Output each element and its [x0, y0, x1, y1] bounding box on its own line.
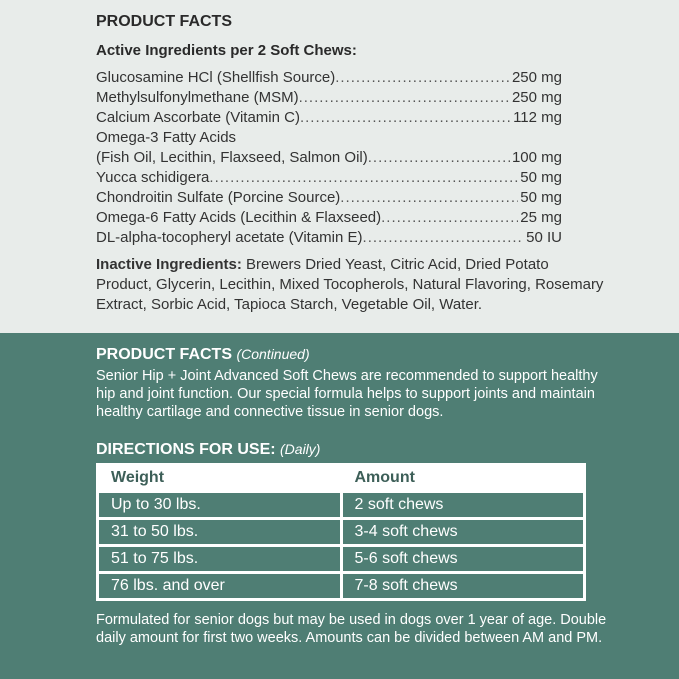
header-weight: Weight	[99, 466, 340, 490]
ingredient-row: (Fish Oil, Lecithin, Flaxseed, Salmon Oi…	[96, 148, 562, 168]
ingredient-name: Omega-6 Fatty Acids (Lecithin & Flaxseed…	[96, 209, 382, 226]
dot-leader	[381, 208, 518, 228]
amount-cell: 5-6 soft chews	[342, 547, 583, 571]
ingredient-row: Omega-3 Fatty Acids	[96, 128, 562, 148]
dot-leader	[300, 108, 511, 128]
ingredient-name: Chondroitin Sulfate (Porcine Source)	[96, 189, 341, 206]
active-ingredients-title: Active Ingredients per 2 Soft Chews:	[96, 42, 357, 59]
dot-leader	[335, 68, 510, 88]
directions-note: (Daily)	[280, 441, 321, 457]
ingredient-amount: 100 mg	[511, 149, 562, 166]
ingredient-row: Methylsulfonylmethane (MSM) 250 mg	[96, 88, 562, 108]
dosage-table: Weight Amount Up to 30 lbs. 2 soft chews …	[96, 463, 586, 601]
ingredient-name: (Fish Oil, Lecithin, Flaxseed, Salmon Oi…	[96, 149, 368, 166]
continued-note: (Continued)	[236, 346, 310, 362]
directions-title-text: DIRECTIONS FOR USE:	[96, 441, 276, 458]
ingredient-amount: 250 mg	[511, 89, 562, 106]
header-amount: Amount	[342, 466, 583, 490]
inactive-label: Inactive Ingredients:	[96, 256, 242, 273]
amount-cell: 3-4 soft chews	[342, 520, 583, 544]
product-facts-section: PRODUCT FACTS Active Ingredients per 2 S…	[0, 0, 679, 333]
ingredient-row: Glucosamine HCl (Shellfish Source) 250 mg	[96, 68, 562, 88]
continued-title: PRODUCT FACTS (Continued)	[96, 346, 310, 364]
ingredient-name: Yucca schidigera	[96, 169, 210, 186]
ingredient-amount: 50 mg	[520, 189, 562, 206]
dot-leader	[363, 228, 525, 248]
directions-footer: Formulated for senior dogs but may be us…	[96, 612, 607, 646]
ingredient-amount: 50 mg	[520, 169, 562, 186]
ingredient-name: Omega-3 Fatty Acids	[96, 129, 237, 146]
product-facts-title: PRODUCT FACTS	[96, 13, 232, 30]
weight-cell: Up to 30 lbs.	[99, 493, 340, 517]
dot-leader	[340, 188, 518, 208]
table-row: Up to 30 lbs. 2 soft chews	[99, 493, 583, 517]
ingredient-name: Methylsulfonylmethane (MSM)	[96, 89, 299, 106]
ingredient-amount: 250 mg	[511, 69, 562, 86]
ingredient-amount: 25 mg	[520, 209, 562, 226]
amount-cell: 7-8 soft chews	[342, 574, 583, 598]
weight-cell: 51 to 75 lbs.	[99, 547, 340, 571]
ingredient-row: Calcium Ascorbate (Vitamin C) 112 mg	[96, 108, 562, 128]
ingredient-row: Chondroitin Sulfate (Porcine Source) 50 m…	[96, 188, 562, 208]
continued-title-text: PRODUCT FACTS	[96, 346, 232, 363]
ingredient-name: DL-alpha-tocopheryl acetate (Vitamin E)	[96, 229, 363, 246]
ingredient-name: Calcium Ascorbate (Vitamin C)	[96, 109, 300, 126]
ingredient-row: DL-alpha-tocopheryl acetate (Vitamin E) 5…	[96, 228, 562, 248]
continued-description: Senior Hip + Joint Advanced Soft Chews a…	[96, 368, 598, 420]
ingredient-name: Glucosamine HCl (Shellfish Source)	[96, 69, 336, 86]
ingredient-amount: 50 IU	[526, 229, 562, 246]
weight-cell: 31 to 50 lbs.	[99, 520, 340, 544]
ingredient-amount: 112 mg	[513, 109, 562, 126]
inactive-ingredients: Inactive Ingredients: Brewers Dried Yeas…	[96, 255, 606, 315]
dot-leader	[209, 168, 518, 188]
inactive-text: Brewers Dried Yeast, Citric Acid, Dried …	[96, 256, 604, 313]
directions-section: PRODUCT FACTS (Continued) Senior Hip + J…	[0, 333, 679, 679]
weight-cell: 76 lbs. and over	[99, 574, 340, 598]
table-row: 76 lbs. and over 7-8 soft chews	[99, 574, 583, 598]
amount-cell: 2 soft chews	[342, 493, 583, 517]
ingredient-list: Glucosamine HCl (Shellfish Source) 250 mg…	[96, 68, 562, 248]
table-row: 31 to 50 lbs. 3-4 soft chews	[99, 520, 583, 544]
directions-title: DIRECTIONS FOR USE: (Daily)	[96, 441, 320, 459]
dot-leader	[299, 88, 510, 108]
table-header-row: Weight Amount	[99, 466, 583, 490]
ingredient-row: Omega-6 Fatty Acids (Lecithin & Flaxseed…	[96, 208, 562, 228]
dot-leader	[368, 148, 510, 168]
table-row: 51 to 75 lbs. 5-6 soft chews	[99, 547, 583, 571]
ingredient-row: Yucca schidigera 50 mg	[96, 168, 562, 188]
